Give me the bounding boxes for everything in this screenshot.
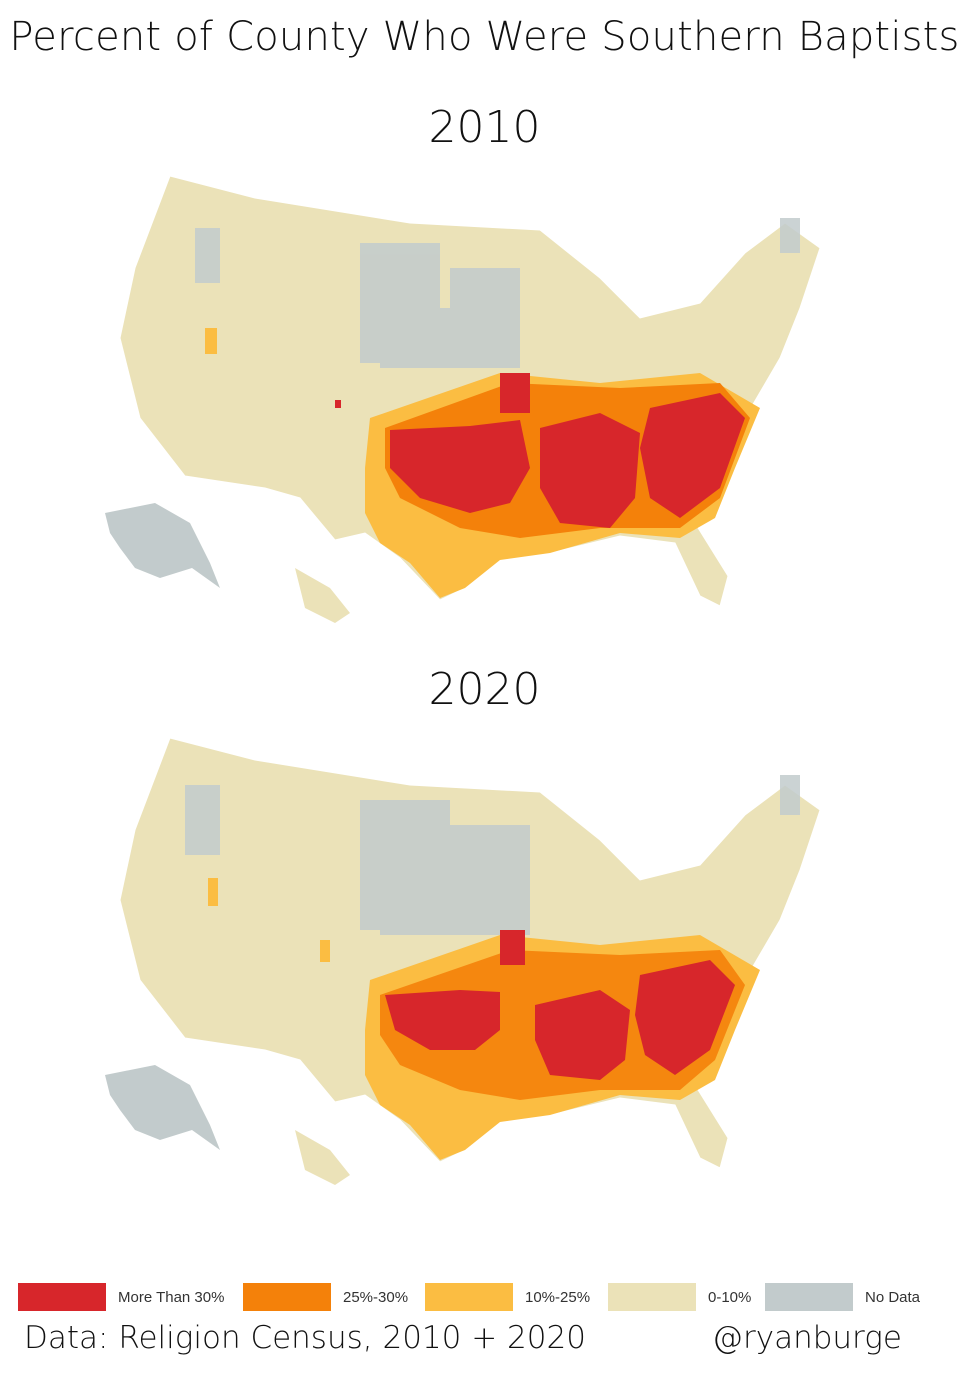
no-data-regions-2010 — [195, 218, 800, 368]
source-note: Data: Religion Census, 2010 + 2020 — [24, 1320, 586, 1356]
chart-title: Percent of County Who Were Southern Bapt… — [9, 14, 960, 60]
author-handle: @ryanburge — [712, 1320, 902, 1356]
legend-item-0-10: 0-10% — [608, 1282, 751, 1312]
legend-swatch — [765, 1283, 853, 1311]
legend-label: 25%-30% — [343, 1288, 409, 1306]
high-band-2010 — [390, 373, 745, 528]
legend-label: 10%-25% — [525, 1288, 591, 1306]
legend-item-no-data: No Data — [765, 1282, 920, 1312]
map-year-2020: 2020 — [428, 664, 541, 715]
high-band-2020 — [385, 930, 735, 1080]
legend-swatch — [18, 1283, 106, 1311]
legend: More Than 30% 25%-30% 10%-25% 0-10% No D… — [18, 1282, 958, 1312]
no-data-regions-2020 — [185, 775, 800, 935]
legend-label: 0-10% — [708, 1288, 752, 1306]
legend-label: No Data — [865, 1288, 921, 1306]
map-2020 — [105, 737, 821, 1185]
legend-label: More Than 30% — [118, 1288, 225, 1306]
map-year-2010: 2010 — [428, 102, 541, 153]
legend-item-10-25: 10%-25% — [425, 1282, 590, 1312]
outlier-counties-2020 — [208, 878, 330, 962]
outlier-counties-2010 — [205, 328, 341, 408]
legend-item-25-30: 25%-30% — [243, 1282, 408, 1312]
legend-item-more-than-30: More Than 30% — [18, 1282, 224, 1312]
legend-swatch — [425, 1283, 513, 1311]
map-2010 — [105, 175, 821, 623]
legend-swatch — [243, 1283, 331, 1311]
legend-swatch — [608, 1283, 696, 1311]
